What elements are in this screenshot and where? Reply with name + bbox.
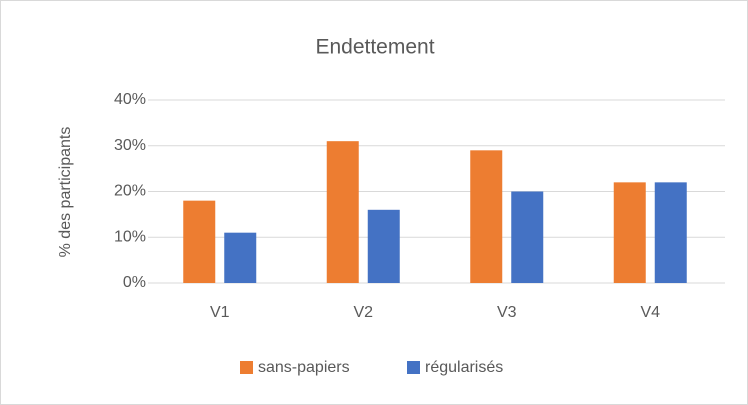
y-tick-label: 10% (114, 228, 146, 245)
legend-swatch (407, 361, 420, 374)
y-tick-label: 20% (114, 183, 146, 200)
legend-swatch (240, 361, 253, 374)
y-tick-label: 40% (114, 91, 146, 108)
x-tick-label: V4 (640, 304, 660, 321)
x-tick-label: V3 (497, 304, 517, 321)
bar (326, 141, 359, 283)
bar (511, 191, 544, 283)
x-tick-label: V1 (210, 304, 230, 321)
bar (470, 150, 503, 283)
y-tick-label: 0% (123, 274, 146, 291)
x-tick-label: V2 (353, 304, 373, 321)
bar (367, 209, 400, 283)
bar (183, 200, 216, 283)
legend-label: régularisés (425, 359, 503, 376)
chart-title: Endettement (315, 36, 434, 59)
bar (654, 182, 687, 283)
y-tick-label: 30% (114, 137, 146, 154)
legend-label: sans-papiers (258, 359, 350, 376)
y-axis-title: % des participants (57, 127, 74, 258)
bar (224, 232, 257, 283)
bar (613, 182, 646, 283)
